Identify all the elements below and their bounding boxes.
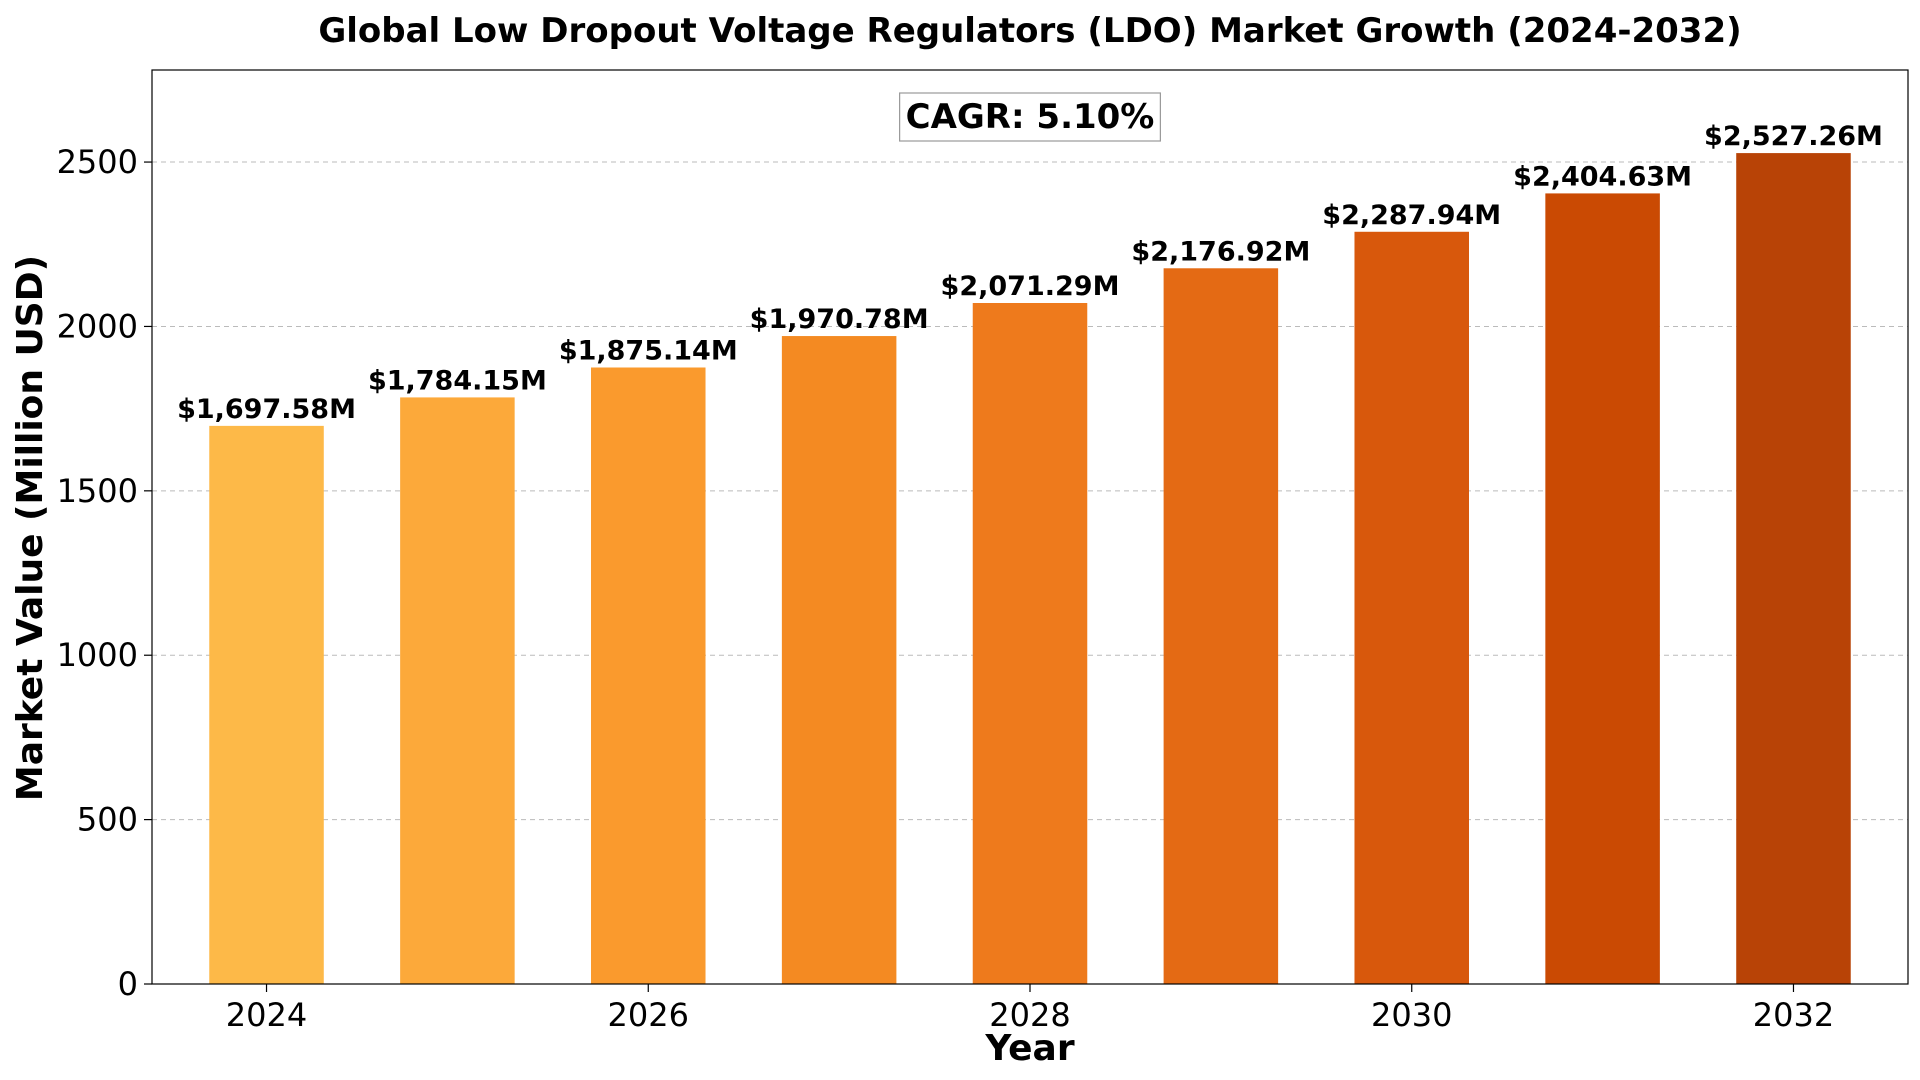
cagr-text: CAGR: 5.10% [906,97,1155,137]
bar-2032 [1736,153,1851,984]
data-label-2029: $2,176.92M [1131,236,1310,267]
x-tick-label-3: 2030 [1371,996,1452,1034]
y-axis-label: Market Value (Million USD) [10,255,51,801]
bar-2025 [400,397,515,984]
cagr-annotation: CAGR: 5.10% [899,92,1161,142]
x-tick-label-0: 2024 [226,996,307,1034]
y-tick-label-0: 0 [118,965,138,1003]
data-label-2027: $1,970.78M [750,304,929,335]
data-label-2032: $2,527.26M [1704,121,1883,152]
bar-2024 [209,425,324,985]
bar-labels: $1,697.58M $1,784.15M $1,875.14M $1,970.78M… [177,121,1883,425]
y-tick-label-3: 1500 [57,472,138,510]
data-label-2026: $1,875.14M [559,335,738,366]
x-tick-label-1: 2026 [608,996,689,1034]
data-label-2028: $2,071.29M [941,271,1120,302]
data-label-2024: $1,697.58M [177,394,356,425]
bar-2031 [1545,193,1660,984]
y-tick-label-1: 500 [77,801,138,839]
y-axis-ticks: 0 500 1000 1500 2000 2500 [57,143,152,1003]
bar-2027 [781,336,897,984]
x-axis-ticks: 2024 2026 2028 2030 2032 [226,984,1834,1034]
data-label-2025: $1,784.15M [368,365,547,396]
y-tick-label-5: 2500 [57,143,138,181]
x-tick-label-4: 2032 [1753,996,1834,1034]
data-label-2031: $2,404.63M [1513,161,1692,192]
bar-2029 [1163,268,1279,984]
y-tick-label-2: 1000 [57,636,138,674]
bars [209,153,1851,985]
x-axis-label: Year [984,1028,1074,1069]
y-tick-label-4: 2000 [57,307,138,345]
bar-2026 [591,367,706,984]
chart-title: Global Low Dropout Voltage Regulators (L… [318,11,1741,51]
cagr-box [899,92,1161,142]
bar-2030 [1354,231,1469,984]
x-tick-label-2: 2028 [989,996,1070,1034]
data-label-2030: $2,287.94M [1322,200,1501,231]
bar-2028 [972,303,1088,984]
